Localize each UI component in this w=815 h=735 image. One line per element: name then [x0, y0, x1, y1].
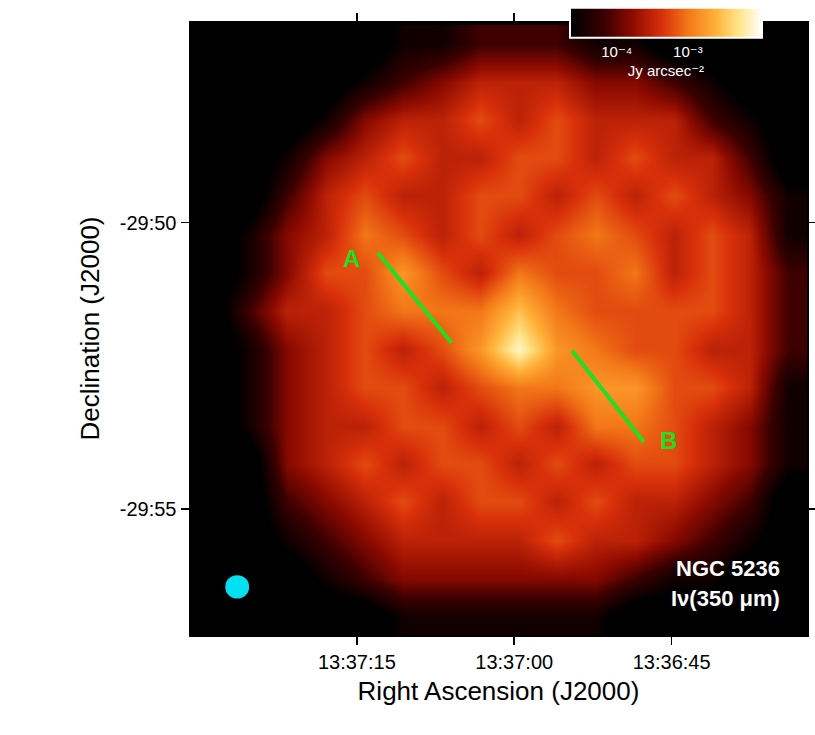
- svg-text:Iν(350 μm): Iν(350 μm): [671, 586, 780, 611]
- svg-text:A: A: [343, 245, 360, 272]
- svg-text:-29:55: -29:55: [120, 498, 177, 520]
- svg-text:B: B: [660, 427, 677, 454]
- svg-text:Jy arcsec⁻²: Jy arcsec⁻²: [628, 62, 704, 79]
- svg-text:13:37:00: 13:37:00: [475, 651, 553, 673]
- svg-text:10⁻³: 10⁻³: [673, 43, 703, 60]
- svg-text:Declination (J2000): Declination (J2000): [75, 216, 105, 440]
- svg-text:NGC 5236: NGC 5236: [676, 556, 780, 581]
- svg-text:10⁻⁴: 10⁻⁴: [601, 43, 632, 60]
- svg-text:13:36:45: 13:36:45: [633, 651, 711, 673]
- svg-text:Right Ascension (J2000): Right Ascension (J2000): [358, 676, 640, 706]
- svg-text:13:37:15: 13:37:15: [318, 651, 396, 673]
- svg-text:-29:50: -29:50: [120, 212, 177, 234]
